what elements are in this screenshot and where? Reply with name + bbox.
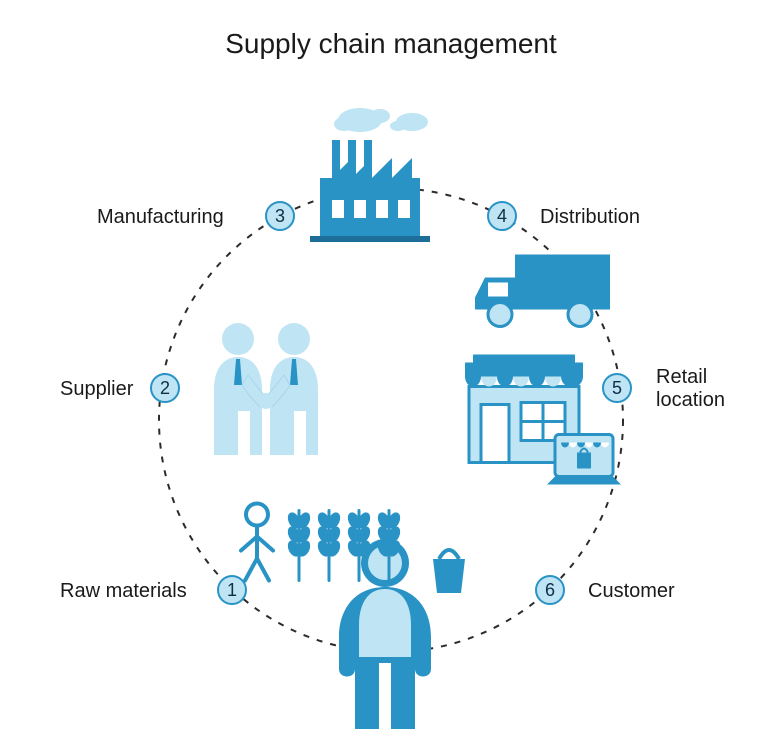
label-raw-materials: Raw materials [60, 580, 187, 603]
wheat-icon [233, 491, 403, 586]
label-retail: Retail location [656, 366, 725, 412]
label-supplier: Supplier [60, 378, 133, 401]
handshake-icon [198, 315, 338, 465]
factory-icon [290, 100, 450, 250]
store-icon [455, 341, 625, 496]
label-manufacturing: Manufacturing [97, 206, 224, 229]
badge-3: 3 [265, 201, 295, 231]
truck-icon [470, 243, 620, 338]
badge-2: 2 [150, 373, 180, 403]
badge-6: 6 [535, 575, 565, 605]
badge-4: 4 [487, 201, 517, 231]
badge-1: 1 [217, 575, 247, 605]
badge-5: 5 [602, 373, 632, 403]
label-customer: Customer [588, 580, 675, 603]
diagram-stage: Supply chain management [0, 0, 782, 747]
label-distribution: Distribution [540, 206, 640, 229]
